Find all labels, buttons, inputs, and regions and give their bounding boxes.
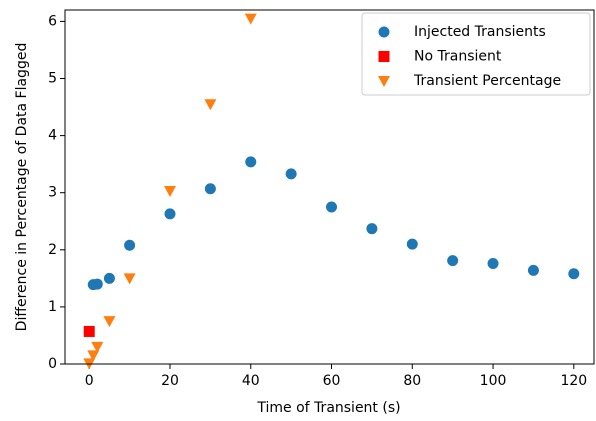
legend-label: Transient Percentage xyxy=(413,73,561,89)
x-tick-label: 120 xyxy=(560,373,587,389)
x-tick-label: 60 xyxy=(323,373,341,389)
data-point xyxy=(103,272,115,284)
legend-label: Injected Transients xyxy=(414,24,546,40)
data-point xyxy=(91,341,104,353)
x-tick-label: 20 xyxy=(161,373,179,389)
data-point xyxy=(285,168,297,180)
data-point xyxy=(244,13,257,25)
data-point xyxy=(204,183,216,195)
x-tick-label: 40 xyxy=(242,373,260,389)
legend-label: No Transient xyxy=(414,49,502,65)
data-point xyxy=(91,278,103,290)
x-axis-label: Time of Transient (s) xyxy=(256,400,400,416)
x-tick-label: 80 xyxy=(403,373,421,389)
data-point xyxy=(204,99,217,111)
data-point xyxy=(487,258,499,270)
y-tick-label: 6 xyxy=(48,13,57,29)
data-point xyxy=(366,223,378,235)
data-point xyxy=(83,325,95,337)
y-tick-label: 4 xyxy=(48,128,57,144)
legend-box xyxy=(361,12,591,96)
y-tick-label: 2 xyxy=(48,242,57,258)
data-point xyxy=(163,185,176,197)
data-point xyxy=(123,273,136,285)
legend-marker xyxy=(378,51,390,62)
data-point xyxy=(568,268,580,280)
data-point xyxy=(326,201,338,213)
y-tick-label: 5 xyxy=(48,71,57,87)
data-point xyxy=(406,238,418,250)
data-point xyxy=(124,239,136,251)
legend-marker xyxy=(378,76,390,87)
y-tick-label: 3 xyxy=(48,185,57,201)
y-tick-label: 1 xyxy=(48,299,57,315)
data-point xyxy=(527,264,539,276)
plot-frame xyxy=(64,9,595,365)
y-tick-label: 0 xyxy=(48,356,57,372)
x-tick-label: 0 xyxy=(85,373,94,389)
data-point xyxy=(87,350,100,362)
x-tick-label: 100 xyxy=(480,373,507,389)
data-point xyxy=(447,255,459,267)
data-point xyxy=(103,316,116,328)
y-axis-label: Difference in Percentage of Data Flagged xyxy=(14,43,30,332)
legend-marker xyxy=(378,26,390,38)
data-point xyxy=(164,208,176,220)
data-point xyxy=(245,156,257,168)
